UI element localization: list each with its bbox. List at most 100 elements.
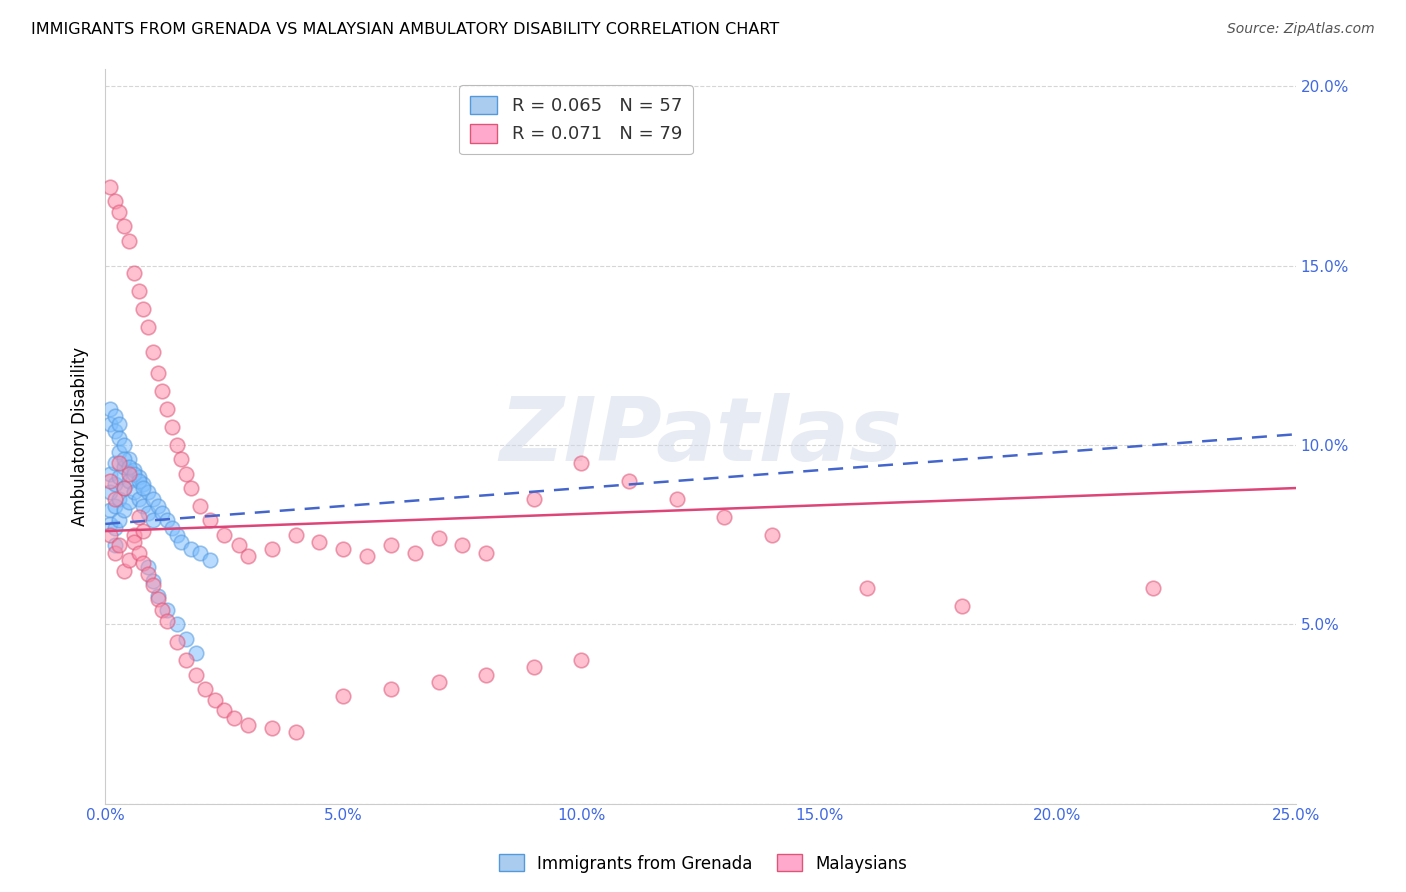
Point <box>166 635 188 649</box>
Point <box>98 179 121 194</box>
Point <box>122 484 145 499</box>
Point <box>184 667 207 681</box>
Point <box>108 470 131 484</box>
Point <box>228 538 250 552</box>
Point <box>713 509 735 524</box>
Point <box>128 546 150 560</box>
Point <box>104 499 127 513</box>
Point <box>118 234 141 248</box>
Point <box>198 553 221 567</box>
Point <box>112 502 135 516</box>
Point <box>132 524 155 538</box>
Point <box>523 660 546 674</box>
Point <box>132 301 155 316</box>
Point <box>212 703 235 717</box>
Y-axis label: Ambulatory Disability: Ambulatory Disability <box>72 346 89 525</box>
Point <box>136 506 159 520</box>
Point <box>665 491 688 506</box>
Point <box>332 689 354 703</box>
Point <box>108 417 131 431</box>
Point <box>569 653 592 667</box>
Point <box>142 513 165 527</box>
Point <box>475 667 498 681</box>
Point <box>104 520 127 534</box>
Point <box>98 467 121 481</box>
Point <box>146 367 169 381</box>
Point <box>112 438 135 452</box>
Point <box>146 499 169 513</box>
Point <box>523 491 546 506</box>
Point <box>198 513 221 527</box>
Point <box>128 509 150 524</box>
Point <box>122 527 145 541</box>
Point <box>150 603 173 617</box>
Point <box>108 513 131 527</box>
Point <box>118 495 141 509</box>
Point <box>98 402 121 417</box>
Point <box>118 474 141 488</box>
Point <box>427 674 450 689</box>
Point <box>118 467 141 481</box>
Point <box>180 481 202 495</box>
Point <box>98 516 121 531</box>
Text: ZIPatlas: ZIPatlas <box>499 392 901 480</box>
Point <box>122 266 145 280</box>
Point <box>761 527 783 541</box>
Point <box>166 617 188 632</box>
Point <box>156 513 179 527</box>
Point <box>128 474 150 488</box>
Point <box>122 463 145 477</box>
Point <box>118 452 141 467</box>
Point <box>132 477 155 491</box>
Point <box>118 459 141 474</box>
Point <box>98 527 121 541</box>
Point <box>156 603 179 617</box>
Point <box>404 546 426 560</box>
Point <box>112 459 135 474</box>
Point <box>451 538 474 552</box>
Point <box>184 646 207 660</box>
Point <box>380 681 402 696</box>
Point <box>332 541 354 556</box>
Point <box>142 344 165 359</box>
Point <box>118 553 141 567</box>
Point <box>180 541 202 556</box>
Point <box>104 491 127 506</box>
Point <box>284 725 307 739</box>
Point <box>108 205 131 219</box>
Point <box>160 520 183 534</box>
Point <box>112 481 135 495</box>
Point <box>284 527 307 541</box>
Point <box>136 560 159 574</box>
Point <box>98 417 121 431</box>
Point <box>356 549 378 564</box>
Point <box>190 546 212 560</box>
Text: IMMIGRANTS FROM GRENADA VS MALAYSIAN AMBULATORY DISABILITY CORRELATION CHART: IMMIGRANTS FROM GRENADA VS MALAYSIAN AMB… <box>31 22 779 37</box>
Point <box>112 219 135 234</box>
Point <box>122 534 145 549</box>
Point <box>136 567 159 582</box>
Point <box>569 456 592 470</box>
Point <box>142 578 165 592</box>
Point <box>174 632 197 646</box>
Point <box>104 538 127 552</box>
Point <box>128 284 150 298</box>
Point <box>132 499 155 513</box>
Point <box>150 384 173 399</box>
Point <box>104 546 127 560</box>
Point <box>108 491 131 506</box>
Point <box>104 424 127 438</box>
Point <box>112 452 135 467</box>
Point <box>222 710 245 724</box>
Point <box>104 456 127 470</box>
Point <box>98 474 121 488</box>
Point <box>236 549 259 564</box>
Point <box>308 534 330 549</box>
Point <box>104 409 127 424</box>
Point <box>112 564 135 578</box>
Point <box>174 653 197 667</box>
Point <box>98 502 121 516</box>
Point <box>174 467 197 481</box>
Point <box>170 452 193 467</box>
Point <box>380 538 402 552</box>
